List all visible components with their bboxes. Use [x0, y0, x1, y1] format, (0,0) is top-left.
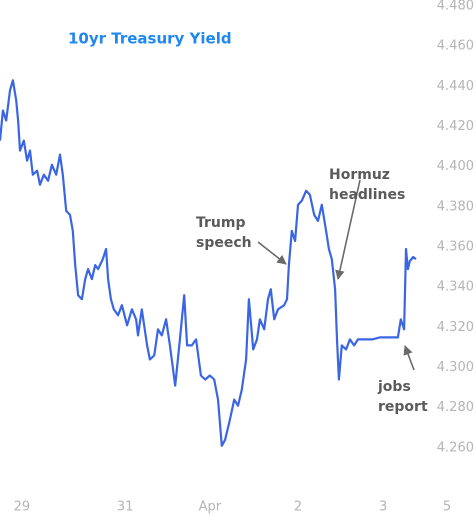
x-tick-label: 2: [294, 500, 302, 515]
y-tick-label: 4.360: [437, 240, 474, 255]
annotation-arrow: [335, 179, 361, 280]
annotation: headlines: [329, 187, 405, 203]
annotation-arrow: [257, 241, 287, 265]
y-tick-label: 4.320: [437, 320, 474, 335]
y-tick-label: 4.340: [437, 280, 474, 295]
line: [0, 79, 417, 447]
x-tick-label: 5: [443, 500, 451, 515]
x-tick-label: 3: [379, 500, 387, 515]
annotation: report: [378, 399, 428, 415]
y-tick-label: 4.260: [437, 440, 474, 455]
y-tick-label: 4.420: [437, 119, 474, 134]
annotation: Hormuz: [329, 167, 390, 183]
chart-title: 10yr Treasury Yield: [68, 30, 232, 48]
annotation-arrow: [403, 345, 415, 371]
annotation: jobs: [377, 379, 411, 395]
y-tick-label: 4.480: [437, 0, 474, 14]
y-tick-label: 4.300: [437, 360, 474, 375]
x-tick-label: Apr: [199, 500, 222, 515]
y-tick-label: 4.460: [437, 39, 474, 54]
y-tick-label: 4.280: [437, 400, 474, 415]
x-tick-label: 29: [14, 500, 31, 515]
y-tick-label: 4.400: [437, 159, 474, 174]
annotation: speech: [196, 235, 252, 251]
y-tick-label: 4.380: [437, 199, 474, 214]
x-tick-label: 31: [117, 500, 134, 515]
y-tick-label: 4.440: [437, 79, 474, 94]
annotation: Trump: [196, 215, 246, 231]
